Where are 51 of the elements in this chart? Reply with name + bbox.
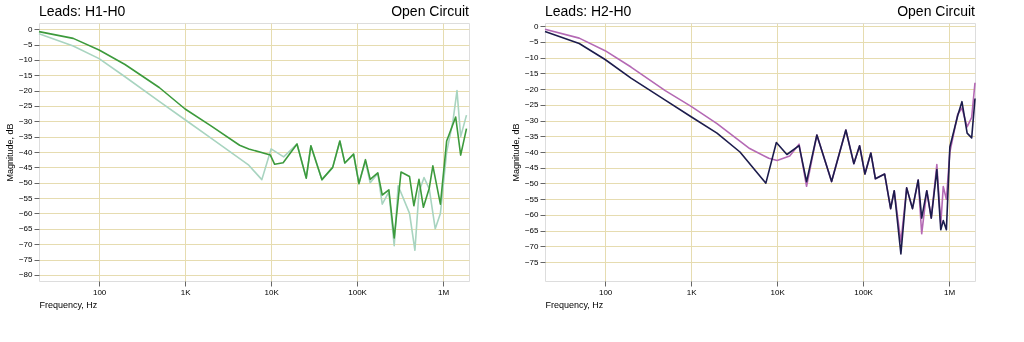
y-tick-label: −15 (524, 68, 540, 78)
x-tick-label: 1K (180, 287, 192, 297)
y-tick-label: −5 (23, 40, 34, 49)
y-tick-label: −55 (18, 193, 34, 203)
y-tick-label: −15 (18, 70, 34, 80)
x-tick-label: 10K (264, 287, 280, 297)
y-tick-label: −20 (524, 84, 540, 94)
x-tick-label: 100K (854, 287, 874, 297)
y-tick-label: −10 (18, 55, 34, 65)
y-tick-label: −75 (18, 255, 34, 264)
y-tick-label: −5 (529, 37, 540, 47)
y-tick-label: −70 (524, 241, 540, 251)
y-tick-label: −70 (18, 239, 34, 249)
x-tick-label: 100 (92, 287, 107, 297)
y-axis-title: Magnitude, dB (4, 123, 15, 182)
y-tick-label: −75 (524, 257, 540, 267)
x-tick-label: 1M (944, 287, 956, 297)
y-tick-label: −25 (18, 101, 34, 111)
y-tick-label: −35 (18, 132, 34, 142)
text: Open Circuit (391, 3, 470, 19)
y-tick-label: −40 (524, 147, 540, 157)
y-tick-label: −30 (524, 116, 540, 126)
x-tick-label: 100 (598, 287, 613, 297)
chart-title: Leads: H1-H0 (39, 3, 126, 19)
y-tick-label: −65 (524, 226, 540, 236)
y-tick-label: −45 (18, 162, 34, 172)
y-tick-label: −40 (18, 147, 34, 157)
text: Open Circuit (897, 3, 976, 19)
y-tick-label: −55 (524, 194, 540, 204)
y-tick-label: −30 (18, 116, 34, 126)
y-tick-label: −25 (524, 100, 540, 110)
y-tick-label: −60 (18, 208, 34, 218)
y-tick-label: 0 (28, 24, 34, 34)
chart-title: Leads: H2-H0 (545, 3, 632, 19)
y-tick-label: −50 (524, 178, 540, 188)
x-axis-title: Frequency, Hz (545, 299, 604, 310)
y-tick-label: −80 (18, 270, 34, 280)
x-tick-label: 1K (686, 287, 698, 297)
x-tick-label: 100K (348, 287, 368, 297)
y-tick-label: −35 (524, 131, 540, 141)
y-tick-label: −10 (524, 53, 540, 63)
y-tick-label: −45 (524, 163, 540, 173)
x-tick-label: 1M (438, 287, 450, 297)
y-tick-label: −65 (18, 224, 34, 234)
x-axis-title: Frequency, Hz (39, 299, 98, 310)
y-tick-label: −20 (18, 86, 34, 96)
y-tick-label: 0 (534, 21, 540, 31)
y-axis-title: Magnitude, dB (510, 123, 521, 182)
x-tick-label: 10K (770, 287, 786, 297)
y-tick-label: −50 (18, 178, 34, 188)
y-tick-label: −60 (524, 210, 540, 220)
